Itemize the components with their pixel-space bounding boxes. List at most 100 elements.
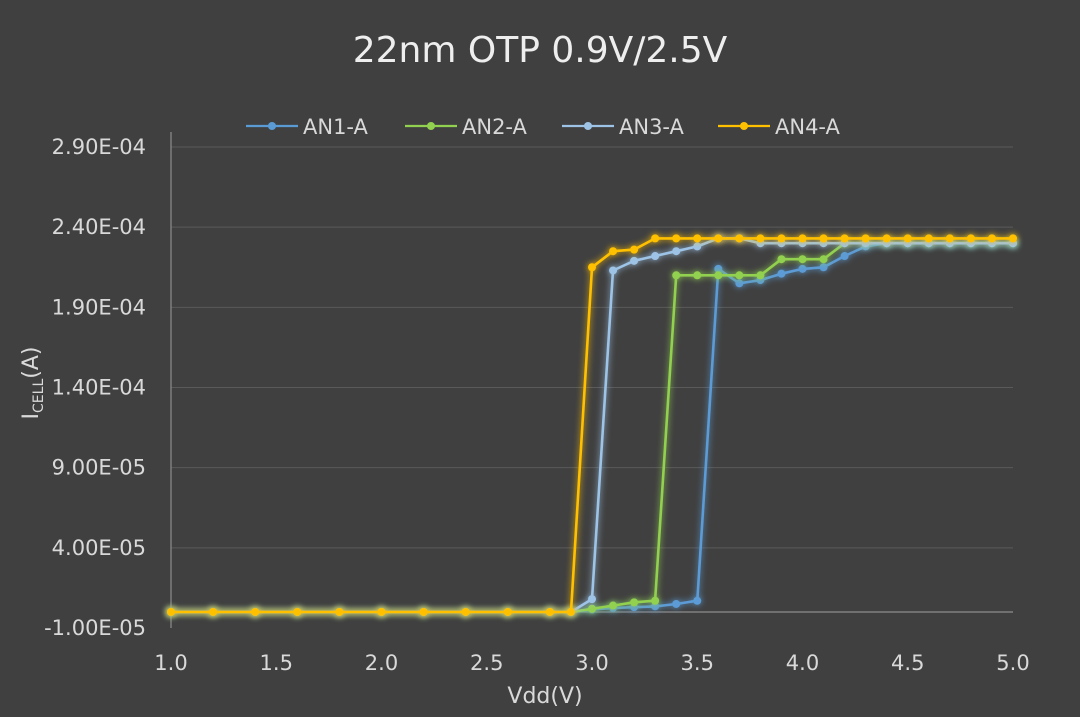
data-point-an2-a: [672, 271, 681, 280]
data-point-an3-a: [651, 252, 660, 261]
data-point-an4-a: [630, 245, 639, 254]
legend-label: AN3-A: [619, 115, 685, 139]
data-point-an4-a: [377, 607, 386, 616]
series-line-an3-a: [171, 237, 1013, 614]
legend-label: AN1-A: [303, 115, 369, 139]
legend-item-an3-a: AN3-A: [562, 115, 685, 139]
x-tick-label: 4.0: [786, 651, 819, 675]
data-point-an4-a: [903, 234, 912, 243]
x-tick-label: 3.5: [681, 651, 714, 675]
data-point-an4-a: [945, 234, 954, 243]
data-point-an3-a: [693, 242, 702, 251]
data-point-an1-a: [714, 264, 723, 273]
y-axis-title-sub: CELL: [31, 379, 47, 413]
series-an3-a: [167, 234, 1017, 616]
legend-item-an2-a: AN2-A: [405, 115, 528, 139]
legend-label: AN2-A: [462, 115, 528, 139]
y-tick-label: 2.90E-04: [52, 135, 146, 159]
axis-layer: -1.00E-05 4.00E-05 9.00E-05 1.40E-04 1.90E-0…: [44, 132, 1030, 675]
data-point-an3-a: [630, 256, 639, 265]
data-point-an2-a: [609, 601, 618, 610]
data-point-an2-a: [588, 604, 596, 613]
legend-swatch-marker: [427, 122, 435, 130]
x-tick-label: 2.5: [470, 651, 503, 675]
series-line-an2-a: [171, 241, 1013, 614]
data-point-an4-a: [840, 234, 849, 243]
data-point-an4-a: [798, 234, 807, 243]
data-point-an4-a: [335, 607, 344, 616]
data-point-an4-a: [672, 234, 681, 243]
data-point-an1-a: [798, 264, 807, 273]
y-tick-label: 1.40E-04: [52, 376, 146, 400]
series-line-an1-a: [171, 241, 1013, 614]
data-point-an4-a: [756, 234, 765, 243]
y-axis-title-main: I: [19, 413, 44, 420]
data-point-an2-a: [798, 255, 807, 264]
data-point-an4-a: [777, 234, 786, 243]
data-point-an3-a: [672, 247, 681, 256]
data-point-an3-a: [609, 266, 618, 275]
x-tick-label: 5.0: [996, 651, 1029, 675]
data-point-an2-a: [735, 271, 744, 280]
series-layer: [167, 234, 1017, 616]
data-point-an4-a: [693, 234, 702, 243]
data-point-an2-a: [693, 271, 702, 280]
data-point-an4-a: [251, 607, 260, 616]
series-line-an4-a: [171, 237, 1013, 614]
data-point-an1-a: [777, 269, 786, 278]
data-point-an1-a: [819, 263, 828, 272]
data-point-an4-a: [966, 234, 975, 243]
y-tick-label: 1.90E-04: [52, 295, 146, 319]
data-point-an4-a: [419, 607, 428, 616]
data-point-an2-a: [777, 255, 786, 264]
data-point-an4-a: [503, 607, 512, 616]
grid-layer: [171, 146, 1013, 549]
data-point-an4-a: [882, 234, 891, 243]
data-point-an2-a: [714, 271, 723, 280]
data-point-an4-a: [461, 607, 470, 616]
data-point-an2-a: [630, 598, 639, 607]
data-point-an1-a: [840, 252, 849, 261]
data-point-an3-a: [588, 595, 596, 604]
legend-label: AN4-A: [775, 115, 841, 139]
y-axis-title-rest: (A): [19, 347, 44, 379]
x-tick-label: 1.0: [154, 651, 187, 675]
data-point-an2-a: [819, 255, 828, 264]
series-an4-a: [167, 234, 1017, 616]
x-tick-label: 2.0: [365, 651, 398, 675]
data-point-an4-a: [651, 234, 660, 243]
data-point-an1-a: [672, 599, 681, 608]
data-point-an4-a: [861, 234, 870, 243]
legend-item-an4-a: AN4-A: [718, 115, 841, 139]
data-point-an4-a: [209, 607, 218, 616]
y-tick-label: 9.00E-05: [52, 456, 146, 480]
y-tick-label: -1.00E-05: [44, 616, 146, 640]
legend: AN1-A AN2-A AN3-A AN4-A: [246, 115, 841, 139]
data-point-an4-a: [735, 234, 744, 243]
x-axis-title: Vdd(V): [507, 684, 582, 709]
data-point-an4-a: [1009, 234, 1017, 243]
x-tick-label: 1.5: [260, 651, 293, 675]
data-point-an4-a: [167, 607, 175, 616]
x-tick-label: 3.0: [575, 651, 608, 675]
chart-title: 22nm OTP 0.9V/2.5V: [353, 30, 728, 71]
data-point-an4-a: [987, 234, 996, 243]
series-an1-a: [167, 239, 1017, 616]
y-tick-label: 2.40E-04: [52, 215, 146, 239]
data-point-an4-a: [714, 234, 723, 243]
series-an2-a: [167, 239, 1017, 616]
data-point-an4-a: [293, 607, 302, 616]
y-axis-title: ICELL(A): [19, 347, 47, 420]
legend-swatch-marker: [268, 122, 276, 130]
data-point-an1-a: [693, 596, 702, 605]
legend-item-an1-a: AN1-A: [246, 115, 369, 139]
data-point-an4-a: [819, 234, 828, 243]
legend-swatch-marker: [584, 122, 592, 130]
data-point-an4-a: [924, 234, 933, 243]
data-point-an1-a: [651, 602, 660, 611]
data-point-an2-a: [651, 596, 660, 605]
y-tick-label: 4.00E-05: [52, 536, 146, 560]
data-point-an4-a: [545, 607, 554, 616]
